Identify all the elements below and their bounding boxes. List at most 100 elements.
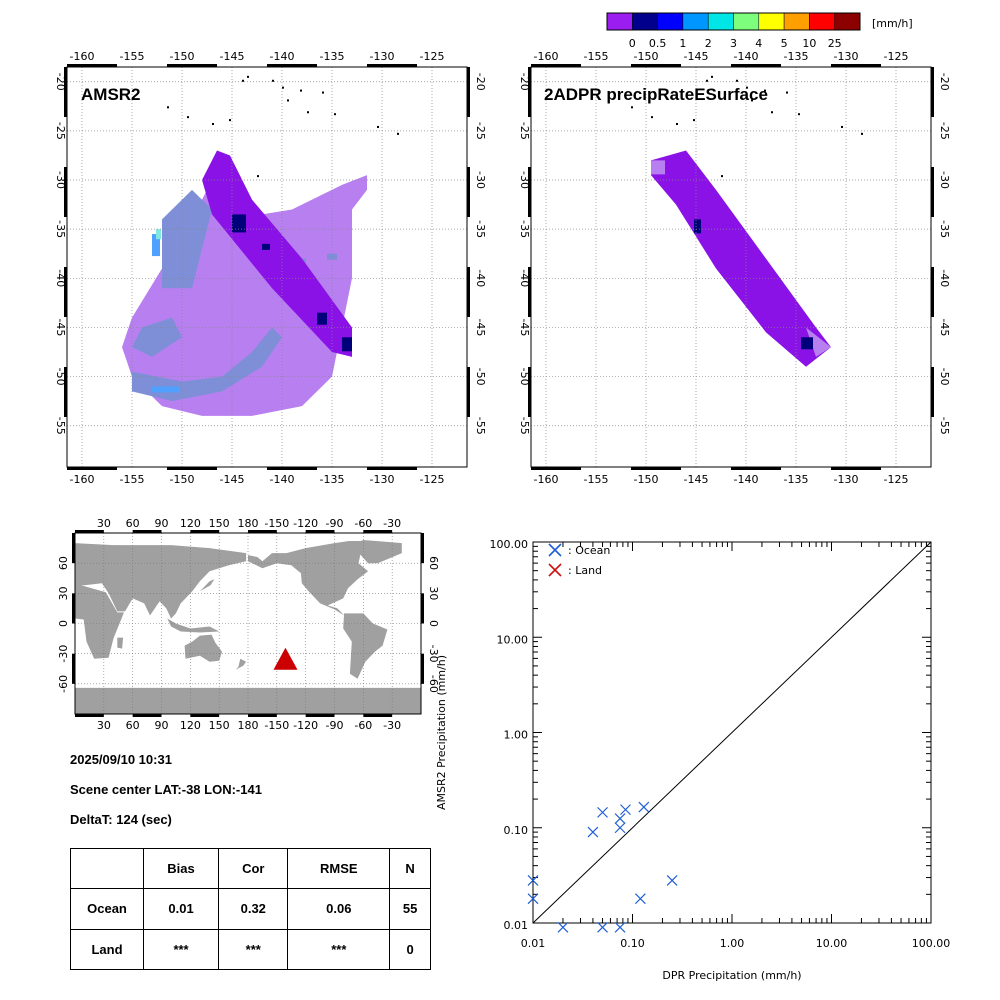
border-bar — [167, 467, 217, 470]
stats-cell: *** — [142, 928, 220, 971]
dpr-swath — [651, 150, 831, 367]
world-lat-label: -60 — [57, 675, 70, 693]
lat-tick-label: -55 — [474, 417, 487, 435]
border-bar — [167, 64, 217, 67]
island-dot — [841, 125, 843, 128]
world-map: 30 60 90 120 150 180 -150 -120 -90 -60 -30 30 60 90 12… — [57, 517, 440, 732]
scatter-point — [597, 921, 608, 933]
border-bar — [528, 167, 531, 217]
colorbar-label: 5 — [781, 37, 788, 50]
x-tick-label: 0.01 — [521, 937, 546, 950]
colorbar-swatch — [834, 12, 861, 31]
world-lat-label: -30 — [57, 645, 70, 663]
madagascar — [117, 637, 124, 649]
world-lon-label: -120 — [293, 517, 318, 530]
island-dot — [322, 91, 324, 94]
x-tick-label: 1.00 — [720, 937, 745, 950]
y-axis-label: AMSR2 Precipitation (mm/h) — [435, 655, 448, 810]
lon-tick-label: -125 — [884, 473, 909, 486]
lat-tick-label: -50 — [518, 368, 531, 386]
lon-tick-label: -140 — [734, 50, 759, 63]
world-lon-label: -90 — [326, 517, 344, 530]
island-dot — [287, 99, 289, 102]
greenland — [351, 540, 402, 564]
lon-tick-label: -160 — [534, 473, 559, 486]
world-lon-label: 90 — [155, 719, 169, 732]
border-bar — [421, 533, 424, 564]
world-lat-label: 60 — [427, 556, 440, 570]
border-bar — [367, 64, 417, 67]
lat-tick-label: -30 — [54, 171, 67, 189]
world-lon-label: 180 — [238, 719, 259, 732]
colorbar-label: 4 — [755, 37, 762, 50]
y-tick-label: 0.10 — [504, 824, 529, 837]
world-lon-label: 180 — [238, 517, 259, 530]
world-lon-label: -60 — [354, 517, 372, 530]
border-bar — [67, 64, 117, 67]
lat-tick-label: -50 — [54, 368, 67, 386]
island-dot — [272, 79, 274, 82]
lon-tick-label: -160 — [70, 50, 95, 63]
scatter-point — [527, 874, 539, 886]
world-lon-label: 90 — [155, 517, 169, 530]
lon-tick-label: -145 — [684, 473, 709, 486]
heavy-rain-cell — [342, 337, 352, 352]
border-bar — [64, 367, 67, 417]
border-bar — [305, 714, 335, 717]
lon-tick-label: -125 — [884, 50, 909, 63]
amsr2-light-blue-patch — [152, 386, 180, 393]
lat-tick-label: -35 — [474, 220, 487, 238]
lon-tick-label: -150 — [634, 473, 659, 486]
island-dot — [711, 75, 713, 78]
lon-tick-label: -145 — [220, 473, 245, 486]
world-lon-label: -30 — [383, 517, 401, 530]
world-lat-label: 0 — [427, 620, 440, 627]
amsr2-rain-field — [122, 160, 367, 416]
colorbar-swatch — [733, 12, 760, 31]
legend-label: : Land — [568, 564, 602, 577]
lon-tick-label: -150 — [170, 473, 195, 486]
colorbar-label: 0 — [629, 37, 636, 50]
world-lon-label: -150 — [264, 517, 289, 530]
colorbar-swatch — [682, 12, 709, 31]
world-lon-label: 60 — [126, 517, 140, 530]
world-lat-label: -30 — [427, 645, 440, 663]
colorbar-label: 2 — [705, 37, 712, 50]
scatter-plot: 0.01 0.10 1.00 10.00 100.00 0.01 0.10 1.00 10.00… — [435, 538, 950, 982]
island-dot — [307, 111, 309, 114]
lat-tick-label: -40 — [518, 269, 531, 287]
lon-tick-label: -155 — [120, 50, 145, 63]
lat-tick-label: -25 — [518, 122, 531, 140]
y-tick-label: 0.01 — [504, 919, 529, 932]
datetime-label: 2025/09/10 10:31 — [70, 752, 172, 767]
border-bar — [248, 714, 277, 717]
delta-t-label: DeltaT: 124 (sec) — [70, 812, 172, 827]
lat-tick-label: -20 — [938, 73, 951, 91]
world-lat-label: 30 — [57, 586, 70, 600]
stats-cell: Land — [70, 928, 144, 971]
lon-tick-label: -135 — [784, 50, 809, 63]
scatter-point — [614, 921, 626, 933]
scatter-point — [638, 801, 650, 813]
border-bar — [363, 714, 393, 717]
lat-tick-label: -50 — [938, 368, 951, 386]
stats-cell: 55 — [389, 888, 431, 930]
lon-tick-label: -125 — [420, 473, 445, 486]
island-dot — [334, 113, 336, 116]
border-bar — [731, 64, 781, 67]
stats-row-land: Land *** *** *** 0 — [70, 928, 431, 971]
world-lat-label: 0 — [57, 620, 70, 627]
world-lon-label: 120 — [180, 517, 201, 530]
scatter-point — [620, 804, 631, 816]
border-bar — [931, 367, 934, 417]
colorbar-label: 1 — [679, 37, 686, 50]
scatter-point — [614, 822, 626, 834]
border-bar — [190, 530, 220, 533]
stats-cell: *** — [218, 928, 289, 971]
stats-cell: 0.01 — [142, 888, 220, 930]
lon-tick-label: -135 — [320, 50, 345, 63]
border-bar — [467, 267, 470, 317]
island-dot — [693, 119, 695, 122]
y-tick-label: 10.00 — [497, 633, 529, 646]
scatter-point — [597, 806, 608, 818]
